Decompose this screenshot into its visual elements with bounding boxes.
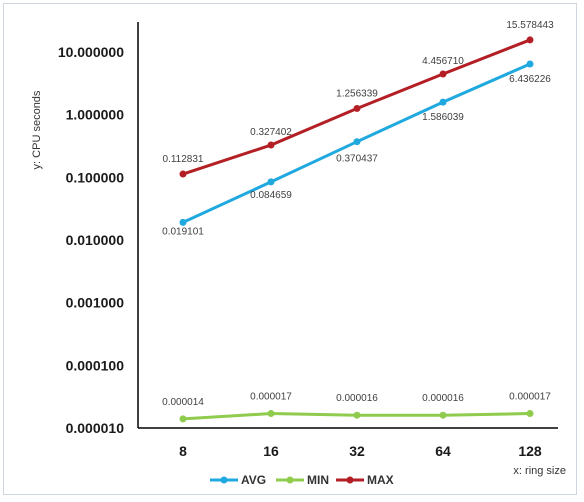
data-point-min	[353, 411, 361, 419]
data-label-max: 1.256339	[336, 88, 378, 99]
data-point-avg	[267, 178, 275, 186]
x-tick-labels: 8 16 32 64 128	[179, 443, 542, 459]
y-tick-label: 0.001000	[66, 295, 125, 311]
data-label-avg: 0.370437	[336, 154, 378, 165]
chart-axes	[137, 22, 558, 429]
data-labels-layer: 0.019101 0.084659 0.370437 1.586039 6.436226…	[162, 20, 554, 408]
data-label-max: 4.456710	[422, 56, 464, 67]
data-label-min: 0.000017	[509, 392, 551, 403]
data-point-avg	[353, 138, 361, 146]
data-point-min	[526, 410, 534, 418]
x-tick-label: 64	[435, 443, 451, 459]
series-layer	[179, 36, 534, 423]
data-label-avg: 0.084659	[250, 190, 292, 201]
data-point-max	[526, 36, 534, 44]
legend-marker-avg	[220, 476, 228, 484]
data-label-max: 0.327402	[250, 127, 292, 138]
legend: AVG MIN MAX	[210, 473, 394, 487]
data-point-max	[267, 141, 275, 149]
data-point-min	[267, 410, 275, 418]
y-tick-labels: 10.000000 1.000000 0.100000 0.010000 0.00100…	[58, 44, 124, 436]
y-axis-label: y: CPU seconds	[31, 90, 43, 169]
y-tick-label: 0.100000	[66, 169, 125, 185]
y-tick-label: 0.010000	[66, 232, 125, 248]
x-tick-label: 32	[349, 443, 365, 459]
data-point-avg	[526, 60, 534, 68]
legend-label-avg: AVG	[241, 473, 266, 487]
legend-marker-max	[346, 476, 354, 484]
x-tick-label: 16	[263, 443, 279, 459]
data-label-min: 0.000017	[250, 392, 292, 403]
data-label-avg: 6.436226	[509, 74, 551, 85]
data-point-avg	[179, 218, 187, 226]
data-point-min	[439, 411, 447, 419]
legend-label-min: MIN	[307, 473, 329, 487]
y-tick-label: 0.000010	[66, 420, 125, 436]
y-tick-label: 0.000100	[66, 357, 125, 373]
legend-label-max: MAX	[367, 473, 394, 487]
data-label-min: 0.000016	[336, 393, 378, 404]
x-tick-label: 8	[179, 443, 187, 459]
data-label-max: 15.578443	[506, 20, 554, 31]
data-label-min: 0.000016	[422, 393, 464, 404]
data-point-max	[353, 104, 361, 112]
data-label-avg: 1.586039	[422, 112, 464, 123]
data-label-min: 0.000014	[162, 397, 204, 408]
x-tick-label: 128	[518, 443, 542, 459]
legend-marker-min	[286, 476, 294, 484]
data-point-max	[179, 170, 187, 178]
data-label-max: 0.112831	[163, 154, 204, 165]
data-point-min	[179, 415, 187, 423]
x-axis-label: x: ring size	[513, 465, 566, 477]
data-point-max	[439, 70, 447, 78]
data-label-avg: 0.019101	[162, 226, 204, 237]
y-tick-label: 1.000000	[66, 107, 125, 123]
y-tick-label: 10.000000	[58, 44, 124, 60]
data-point-avg	[439, 98, 447, 106]
